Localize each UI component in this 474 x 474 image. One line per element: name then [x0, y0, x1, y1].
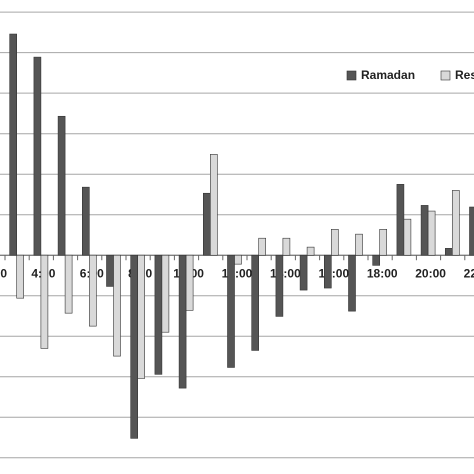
bar — [9, 33, 17, 256]
bar — [113, 254, 121, 357]
legend-swatch — [346, 70, 357, 81]
bar — [185, 254, 194, 311]
bar — [299, 254, 308, 291]
bar — [64, 254, 73, 314]
bar — [154, 254, 163, 375]
bar — [275, 254, 284, 317]
bar — [420, 205, 429, 256]
x-tick-label: 14:00 — [270, 266, 301, 280]
legend-swatch — [440, 70, 451, 81]
bar — [203, 192, 211, 256]
x-tick-label: 18:00 — [367, 266, 398, 280]
bar — [258, 237, 267, 256]
bar — [348, 254, 356, 312]
bar — [33, 56, 42, 256]
bar — [210, 154, 218, 256]
x-tick-label: 12:00 — [222, 266, 253, 280]
bar — [82, 186, 90, 256]
bar — [372, 254, 381, 266]
bar — [234, 254, 242, 265]
bar — [227, 254, 235, 368]
bar — [306, 246, 315, 256]
x-tick-label: 2:00 — [0, 266, 7, 280]
bar — [396, 184, 405, 256]
bar — [323, 254, 332, 289]
bar — [282, 237, 291, 256]
x-tick-label: 16:00 — [318, 266, 349, 280]
bar — [403, 218, 412, 256]
bar — [451, 190, 460, 256]
bar — [16, 254, 25, 299]
bar — [161, 254, 170, 333]
x-tick-label: 22:00 — [464, 266, 474, 280]
bar — [444, 248, 453, 256]
legend-label: Ramadan — [361, 68, 415, 82]
bar — [106, 254, 114, 287]
x-tick-label: 20:00 — [415, 266, 446, 280]
bar — [178, 254, 187, 389]
bar — [330, 229, 339, 256]
bar — [89, 254, 97, 327]
legend-label: Res — [455, 68, 474, 82]
bar — [355, 233, 363, 256]
bar — [469, 206, 474, 256]
bar — [130, 254, 138, 439]
bar — [427, 210, 436, 256]
bar — [40, 254, 49, 349]
bar — [57, 115, 66, 256]
bar — [137, 254, 145, 379]
bar — [379, 229, 388, 256]
bar — [251, 254, 259, 351]
